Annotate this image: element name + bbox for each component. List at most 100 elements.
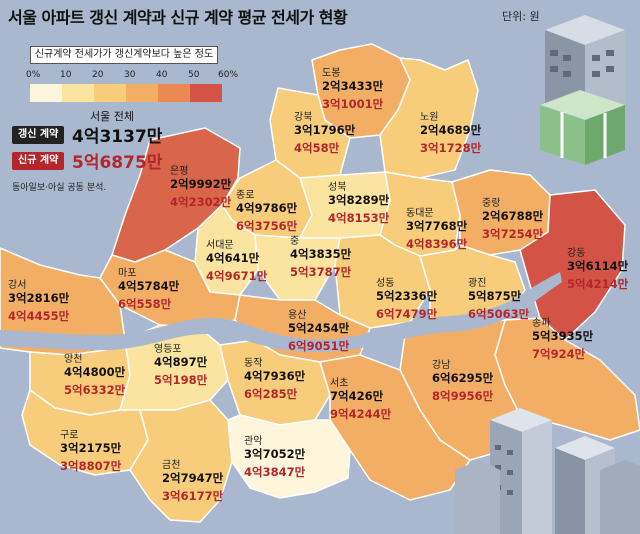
district-new-value: 3억6177만 [162,489,224,503]
legend-tick: 20 [92,70,104,80]
legend-swatch [126,84,158,102]
new-contract-badge: 신규 계약 [12,152,65,170]
district-name: 성동 [376,278,395,289]
district-name: 중 [290,236,300,247]
district-new-value: 3억1001만 [322,97,384,111]
district-new-value: 6억5063만 [468,307,530,321]
district-renewal-value: 3억2175만 [60,441,122,455]
district-new-value: 3억7254만 [482,227,544,241]
district-renewal-value: 3억1796만 [294,123,356,137]
district-renewal-value: 3억7768만 [406,219,468,233]
district-renewal-value: 4억897만 [154,355,208,369]
district-name: 강동 [567,248,586,259]
renewal-contract-badge: 갱신 계약 [12,126,65,144]
district-name: 마포 [118,268,137,279]
legend-tick: 60% [218,70,239,80]
district-new-value: 5억3787만 [290,265,352,279]
district-renewal-value: 3억2816만 [8,291,70,305]
district-renewal-value: 2억9992만 [170,177,232,191]
district-renewal-value: 4억9786만 [236,201,298,215]
district-new-value: 5억6332만 [64,383,126,397]
district-name: 동대문 [406,208,434,219]
district-renewal-value: 4억641만 [206,251,260,265]
district-renewal-value: 5억875만 [468,289,522,303]
district-name: 성북 [328,182,347,193]
district-new-value: 7억924만 [532,347,586,361]
district-area-eunpyeong [111,127,241,263]
district-new-value: 4억9671만 [206,269,268,283]
seoul-new-value: 5억6875만 [72,153,163,173]
legend-tick: 10 [60,70,72,80]
legend-swatch [94,84,126,102]
district-name: 강남 [432,360,451,371]
district-area-nowon [379,57,479,179]
district-name: 서대문 [206,240,234,251]
district-area-gwangjin [419,244,526,326]
source-note: 동아일보·아실 공동 분석. [12,183,107,193]
district-name: 동작 [244,358,263,369]
district-new-value: 5억198만 [154,373,208,387]
legend-swatch [62,84,94,102]
district-new-value: 6억3756만 [236,219,298,233]
district-new-value: 3억8807만 [60,459,122,473]
district-area-jung [254,234,341,301]
district-new-value: 4억8153만 [328,211,390,225]
legend-tick: 30 [124,70,136,80]
district-name: 도봉 [322,68,341,79]
district-renewal-value: 7억426만 [330,389,384,403]
district-name: 강북 [294,112,313,123]
district-renewal-value: 3억7052만 [244,447,306,461]
seoul-renewal-value: 4억3137만 [72,127,163,147]
district-renewal-value: 2억6788만 [482,209,544,223]
district-new-value: 9억4244만 [330,407,392,421]
district-name: 종로 [236,190,255,201]
district-name: 용산 [288,310,307,321]
legend-tick: 40 [156,70,168,80]
legend-color-bar [30,84,222,102]
district-new-value: 6억558만 [118,297,172,311]
legend-swatch [190,84,222,102]
building-illustration-bottom [455,408,640,534]
district-name: 서초 [330,378,349,389]
seoul-total-heading: 서울 전체 [90,110,134,123]
district-name: 강서 [8,280,27,291]
legend-swatch [30,84,62,102]
district-name: 양천 [64,354,83,365]
district-new-value: 4억4455만 [8,309,70,323]
district-renewal-value: 4억4800만 [64,365,126,379]
building-illustration-top [540,15,625,165]
district-new-value: 6억7479만 [376,307,438,321]
district-name: 영등포 [154,344,182,355]
unit-label: 단위: 원 [502,10,540,23]
district-renewal-value: 5억2454만 [288,321,350,335]
district-area-gwanak [227,414,351,499]
district-renewal-value: 4억7936만 [244,369,306,383]
district-name: 금천 [162,460,181,471]
district-name: 관악 [244,436,263,447]
district-renewal-value: 2억4689만 [420,123,482,137]
district-new-value: 3억1728만 [420,141,482,155]
district-name: 중랑 [482,198,501,209]
district-renewal-value: 2억7947만 [162,471,224,485]
legend-tick: 0% [26,70,41,80]
infographic-title: 서울 아파트 갱신 계약과 신규 계약 평균 전세가 현황 [8,8,348,27]
district-new-value: 5억4214만 [567,277,629,291]
district-area-geumcheon [129,399,233,523]
district-new-value: 4억58만 [294,141,340,155]
district-name: 노원 [420,112,439,123]
district-new-value: 4억8396만 [406,237,468,251]
district-new-value: 4억2302만 [170,195,232,209]
district-name: 광진 [468,278,487,289]
district-renewal-value: 3억8289만 [328,193,390,207]
district-renewal-value: 2억3433만 [322,79,384,93]
district-new-value: 4억3847만 [244,465,306,479]
legend-tick: 50 [188,70,200,80]
district-renewal-value: 5억2336만 [376,289,438,303]
district-new-value: 6억285만 [244,387,298,401]
district-new-value: 8억9956만 [432,389,494,403]
district-new-value: 6억9051만 [288,339,350,353]
han-river [0,272,562,353]
district-renewal-value: 3억6114만 [567,259,629,273]
district-renewal-value: 5억3935만 [532,329,594,343]
